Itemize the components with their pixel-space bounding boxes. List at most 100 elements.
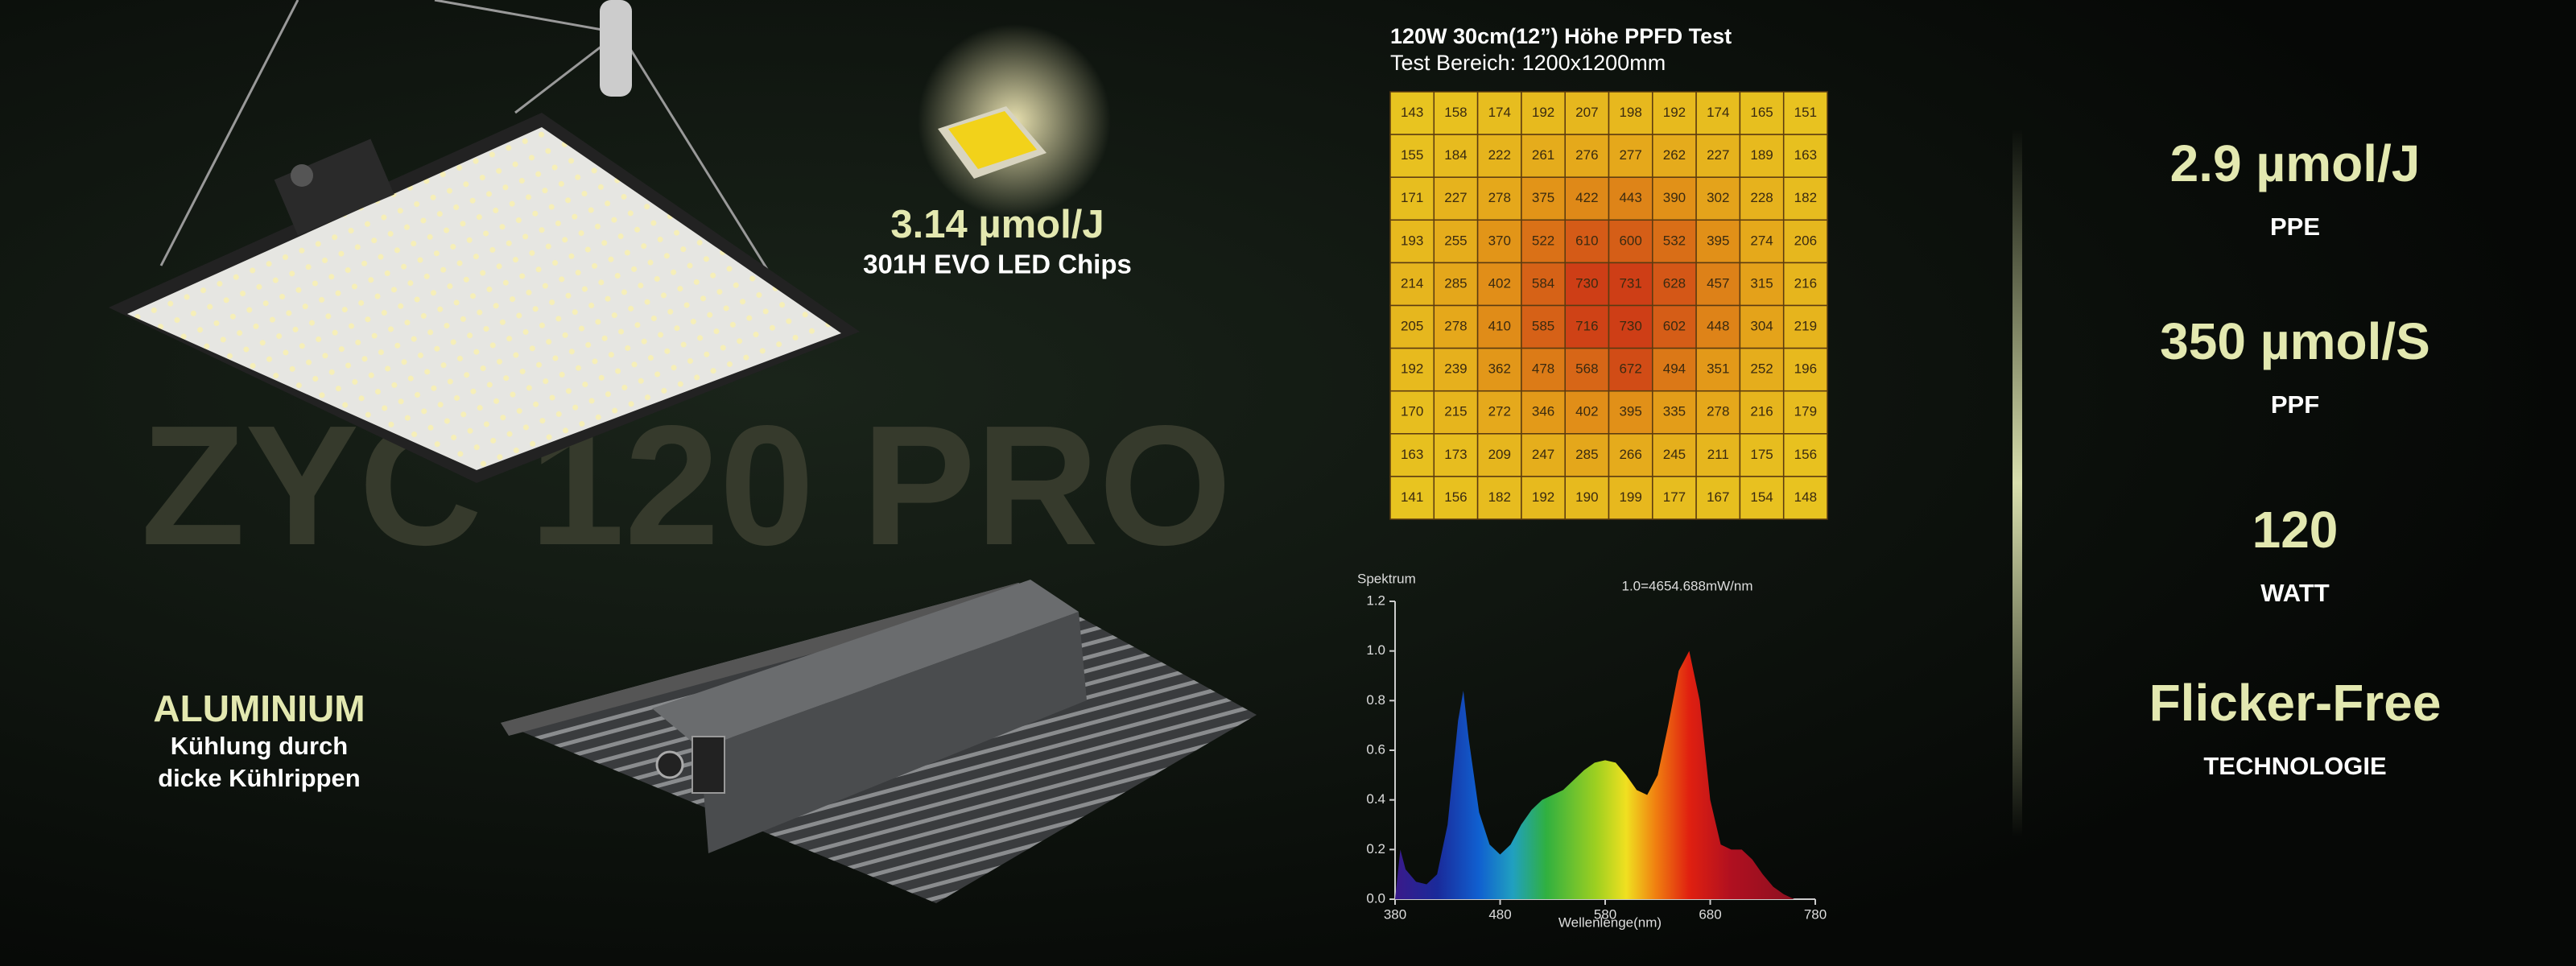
lamp-top (109, 0, 860, 483)
ppfd-value: 165 (1750, 105, 1773, 120)
ppfd-cell (1521, 433, 1566, 477)
ppfd-cell (1608, 347, 1653, 392)
ppfd-value: 179 (1794, 404, 1817, 419)
ppfd-value: 167 (1707, 489, 1729, 505)
ppfd-cell (1389, 262, 1435, 307)
ppfd-cell (1739, 304, 1785, 349)
ppfd-cell (1564, 134, 1610, 178)
light-beam (2013, 129, 2022, 837)
spec-label: PPF (2271, 390, 2319, 419)
ppfd-value: 158 (1444, 105, 1467, 120)
ppfd-cell (1782, 176, 1828, 221)
ppfd-value: 362 (1488, 361, 1511, 377)
ppfd-cell (1564, 219, 1610, 264)
ppfd-value: 143 (1401, 105, 1423, 120)
ppfd-cell (1389, 91, 1435, 135)
ppfd-value: 390 (1663, 190, 1686, 205)
ppfd-value: 351 (1707, 361, 1729, 377)
ppfd-value: 278 (1444, 319, 1467, 334)
ppfd-value: 272 (1488, 404, 1511, 419)
ppfd-value: 219 (1794, 319, 1817, 334)
ppfd-value: 370 (1488, 233, 1511, 248)
y-tick-label: 0.0 (1366, 890, 1385, 906)
ppfd-value: 395 (1707, 233, 1729, 248)
y-axis-label: Spektrum (1357, 571, 1416, 586)
ppfd-grid: 143 158 174 192 207 198 192 174 165 151 155 184 222 2… (1389, 91, 1828, 520)
ppfd-cell (1433, 262, 1479, 307)
ppfd-cell (1782, 390, 1828, 435)
x-tick-label: 480 (1488, 906, 1511, 922)
ppfd-value: 457 (1707, 275, 1729, 291)
ppfd-cell (1695, 390, 1741, 435)
y-tick-label: 0.8 (1366, 692, 1385, 708)
ppfd-value: 585 (1532, 319, 1554, 334)
ppfd-value: 532 (1663, 233, 1686, 248)
ppfd-value: 522 (1532, 233, 1554, 248)
ppfd-value: 207 (1575, 105, 1598, 120)
ppfd-cell (1389, 433, 1435, 477)
ppfd-value: 730 (1619, 319, 1641, 334)
ppfd-value: 395 (1619, 404, 1641, 419)
spec-value: 350 µmol/S (2160, 312, 2430, 370)
ppfd-value: 610 (1575, 233, 1598, 248)
ppfd-value: 600 (1619, 233, 1641, 248)
ppfd-value: 346 (1532, 404, 1554, 419)
ppfd-value: 494 (1663, 361, 1686, 377)
ppfd-value: 227 (1707, 147, 1729, 163)
ppfd-value: 278 (1488, 190, 1511, 205)
ppfd-cell (1476, 262, 1522, 307)
aluminium-line: dicke Kühlrippen (158, 764, 360, 792)
ppfd-cell (1389, 390, 1435, 435)
ppfd-cell (1739, 91, 1785, 135)
ppfd-value: 190 (1575, 489, 1598, 505)
ppfd-value: 182 (1488, 489, 1511, 505)
ppfd-cell (1652, 304, 1697, 349)
ppfd-cell (1389, 176, 1435, 221)
ppfd-value: 216 (1750, 404, 1773, 419)
ppfd-cell (1652, 347, 1697, 392)
ppfd-cell (1433, 347, 1479, 392)
ppfd-value: 443 (1619, 190, 1641, 205)
ppfd-cell (1782, 219, 1828, 264)
ppfd-value: 304 (1750, 319, 1773, 334)
ppfd-cell (1564, 390, 1610, 435)
ppfd-cell (1564, 347, 1610, 392)
product-name: ZYC 120 PRO (141, 390, 1232, 580)
ppfd-value: 206 (1794, 233, 1817, 248)
ppfd-cell (1433, 176, 1479, 221)
ppfd-value: 285 (1444, 275, 1467, 291)
ppfd-cell (1739, 219, 1785, 264)
ppfd-value: 148 (1794, 489, 1817, 505)
ppfd-value: 189 (1750, 147, 1773, 163)
ppfd-value: 628 (1663, 275, 1686, 291)
ppfd-cell (1476, 134, 1522, 178)
ppfd-cell (1433, 433, 1479, 477)
ppfd-cell (1782, 347, 1828, 392)
ppfd-cell (1695, 476, 1741, 520)
ppfd-cell (1782, 433, 1828, 477)
ppfd-cell (1476, 347, 1522, 392)
ppfd-cell (1476, 91, 1522, 135)
ppfd-value: 375 (1532, 190, 1554, 205)
ppfd-cell (1608, 262, 1653, 307)
ppfd-value: 222 (1488, 147, 1511, 163)
specs: 2.9 µmol/J PPE 350 µmol/S PPF 120 WATT Flicker… (2149, 134, 2442, 780)
ppfd-cell (1739, 347, 1785, 392)
ppfd-value: 335 (1663, 404, 1686, 419)
ppfd-value: 155 (1401, 147, 1423, 163)
ppfd-value: 214 (1401, 275, 1423, 291)
ppfd-value: 171 (1401, 190, 1423, 205)
ppfd-value: 205 (1401, 319, 1423, 334)
ppfd-value: 193 (1401, 233, 1423, 248)
ppfd-value: 192 (1532, 105, 1554, 120)
ppfd-value: 156 (1444, 489, 1467, 505)
ppfd-value: 215 (1444, 404, 1467, 419)
ppfd-value: 192 (1663, 105, 1686, 120)
ppfd-cell (1782, 304, 1828, 349)
ppfd-value: 211 (1707, 447, 1729, 462)
ppfd-value: 402 (1488, 275, 1511, 291)
ppfd-cell (1433, 390, 1479, 435)
ppfd-cell (1739, 176, 1785, 221)
spec-label: WATT (2260, 579, 2330, 607)
ppfd-value: 261 (1532, 147, 1554, 163)
